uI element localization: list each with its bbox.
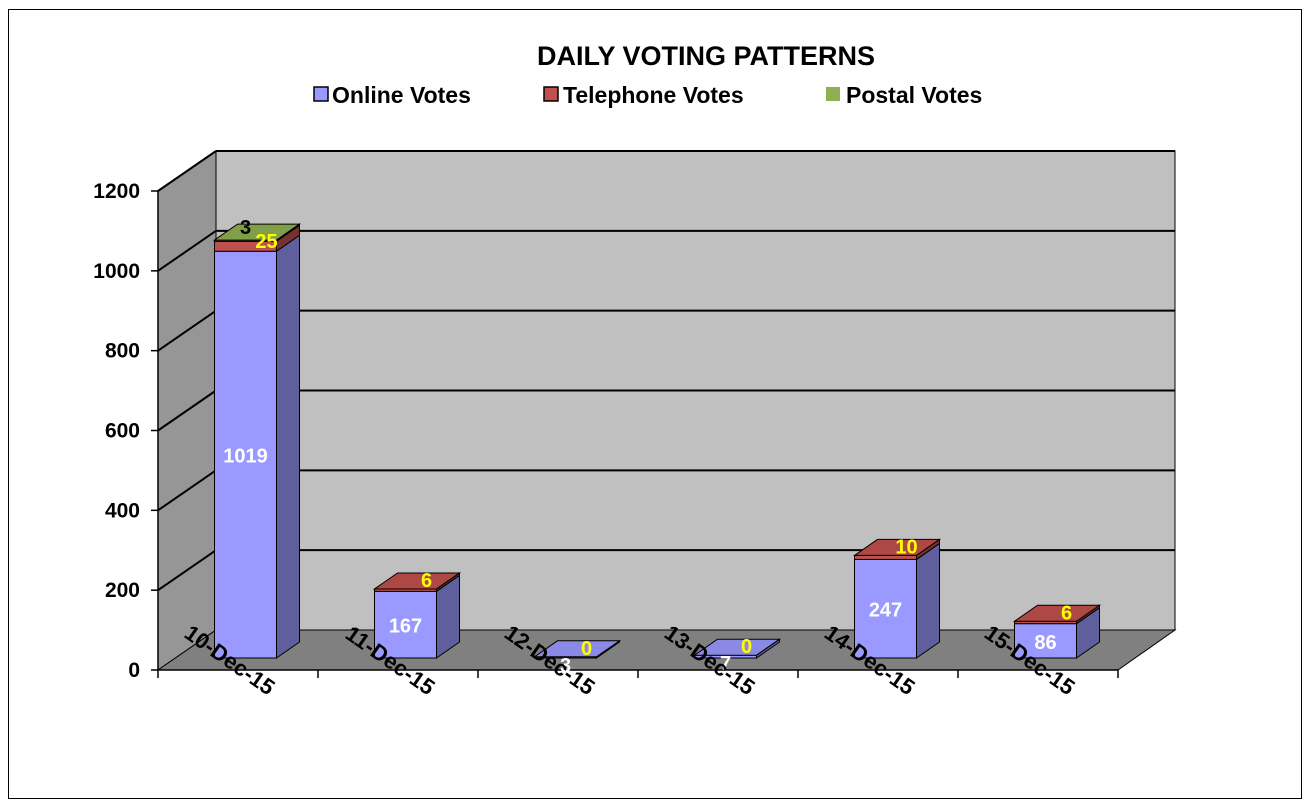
legend: Online Votes Telephone Votes Postal Vote… bbox=[313, 82, 982, 108]
data-label-telephone: 25 bbox=[255, 231, 277, 253]
legend-label-postal: Postal Votes bbox=[846, 82, 982, 108]
y-axis-tick-labels: 0 200 400 600 800 1000 1200 bbox=[93, 180, 140, 682]
chart-walls bbox=[156, 150, 1177, 671]
data-label-online: 7 bbox=[720, 653, 731, 675]
data-label-telephone: 10 bbox=[895, 536, 917, 558]
y-tick-label: 0 bbox=[128, 659, 140, 682]
data-label-telephone: 6 bbox=[421, 570, 432, 592]
data-label-online: 247 bbox=[869, 600, 902, 622]
data-label-telephone: 0 bbox=[741, 636, 752, 658]
y-tick-label: 400 bbox=[105, 499, 140, 522]
bar-online-side bbox=[916, 542, 940, 659]
data-label-online: 86 bbox=[1034, 632, 1056, 654]
gridline-side bbox=[157, 230, 217, 272]
gridline-side bbox=[157, 309, 217, 352]
bar-online-front bbox=[214, 250, 277, 659]
gridline-side bbox=[157, 469, 217, 512]
bar-top-face bbox=[532, 640, 622, 658]
bar-online-front bbox=[854, 558, 917, 659]
bar-online-side bbox=[276, 234, 300, 659]
y-tick-label: 1200 bbox=[93, 180, 140, 203]
y-tick-label: 600 bbox=[105, 420, 140, 443]
y-tick-label: 1000 bbox=[93, 260, 140, 283]
y-tick-label: 800 bbox=[105, 340, 140, 363]
data-label-online: 167 bbox=[389, 616, 422, 638]
legend-swatch-telephone bbox=[543, 86, 559, 102]
bar-top-face bbox=[692, 638, 782, 656]
gridline-side bbox=[157, 389, 217, 432]
data-label-postal: 3 bbox=[240, 217, 251, 239]
legend-swatch-postal bbox=[826, 87, 840, 101]
data-label-online: 1019 bbox=[223, 446, 268, 468]
legend-label-online: Online Votes bbox=[332, 82, 471, 108]
data-label-online: 3 bbox=[560, 655, 571, 677]
chart-title: DAILY VOTING PATTERNS bbox=[537, 41, 875, 71]
data-label-telephone: 6 bbox=[1061, 602, 1072, 624]
gridline-side bbox=[157, 150, 217, 192]
chart-bars bbox=[212, 223, 1102, 659]
chart-axes bbox=[151, 190, 1119, 678]
legend-swatch-online bbox=[313, 86, 329, 102]
bar-top-face bbox=[372, 572, 462, 590]
y-tick-label: 200 bbox=[105, 579, 140, 602]
gridline-side bbox=[157, 549, 217, 591]
bar-top-face bbox=[852, 538, 942, 556]
bar-top-face bbox=[1012, 604, 1102, 622]
bar-online-front bbox=[374, 590, 437, 659]
chart-gridlines bbox=[157, 150, 1175, 591]
data-label-telephone: 0 bbox=[581, 638, 592, 660]
bar-top-face bbox=[212, 223, 302, 241]
legend-label-telephone: Telephone Votes bbox=[563, 82, 744, 108]
